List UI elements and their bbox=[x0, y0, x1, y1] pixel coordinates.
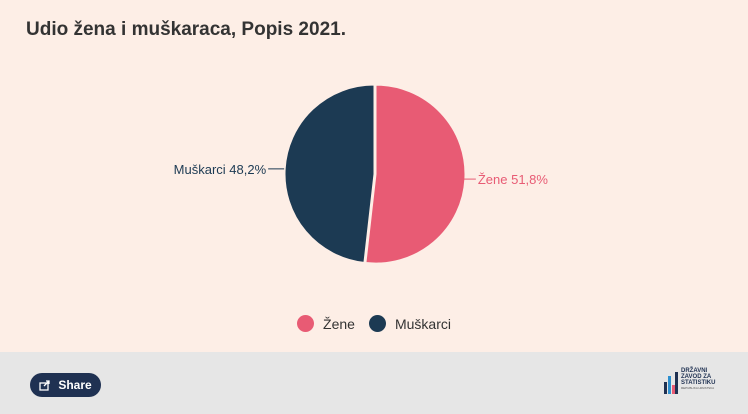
share-icon bbox=[39, 380, 50, 391]
logo-subtitle: REPUBLIKA HRVATSKA bbox=[681, 386, 715, 390]
logo-text: DRŽAVNI ZAVOD ZA STATISTIKU REPUBLIKA HR… bbox=[681, 368, 715, 390]
legend-swatch-muskarci bbox=[368, 315, 386, 332]
footer: Share DRŽAVNI ZAVOD ZA STATISTIKU REPUBL… bbox=[0, 352, 748, 414]
dzs-logo[interactable]: DRŽAVNI ZAVOD ZA STATISTIKU REPUBLIKA HR… bbox=[664, 368, 724, 402]
legend-swatch-zene bbox=[297, 315, 315, 332]
share-label: Share bbox=[58, 378, 92, 392]
pie-slice-zene[interactable] bbox=[365, 84, 466, 264]
share-button[interactable]: Share bbox=[30, 373, 101, 397]
legend-item-muskarci[interactable]: Muškarci bbox=[368, 315, 451, 332]
logo-bars-icon bbox=[664, 372, 678, 394]
logo-line-2: ZAVOD ZA bbox=[681, 374, 712, 380]
chart-legend: Žene Muškarci bbox=[0, 315, 748, 332]
pie-chart: Žene 51,8% Muškarci 48,2% bbox=[174, 84, 549, 264]
logo-line-3: STATISTIKU bbox=[681, 380, 716, 386]
legend-item-zene[interactable]: Žene bbox=[297, 315, 355, 332]
chart-area: Udio žena i muškaraca, Popis 2021. Žene … bbox=[0, 0, 748, 352]
pie-slice-muskarci[interactable] bbox=[284, 84, 375, 263]
legend-label-muskarci: Muškarci bbox=[394, 315, 451, 332]
legend-label-zene: Žene bbox=[323, 315, 355, 332]
chart-title: Udio žena i muškaraca, Popis 2021. bbox=[26, 19, 346, 40]
data-label-zene: Žene 51,8% bbox=[478, 172, 549, 187]
data-label-muskarci: Muškarci 48,2% bbox=[174, 162, 267, 177]
logo-line-1: DRŽAVNI bbox=[681, 368, 708, 374]
